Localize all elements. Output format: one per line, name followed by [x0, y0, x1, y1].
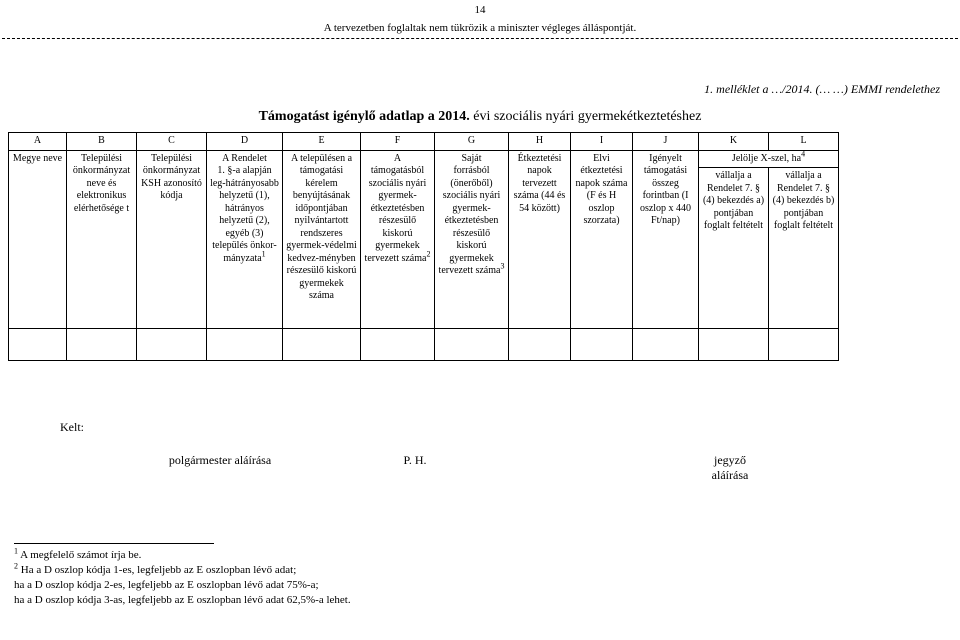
- table-letter-row: A B C D E F G H I J K L: [9, 133, 839, 151]
- col-header: Igényelt támogatási összeg forintban (I …: [633, 150, 699, 329]
- table-cell: [571, 329, 633, 361]
- table-cell: [435, 329, 509, 361]
- attachment-reference: 1. melléklet a …/2014. (… …) EMMI rendel…: [704, 82, 940, 97]
- footnote-line: 1 A megfelelő számot írja be.: [14, 548, 946, 563]
- document-page: 14 A tervezetben foglaltak nem tükrözik …: [0, 0, 960, 640]
- footnote-text: A megfelelő számot írja be.: [18, 549, 141, 561]
- table-cell: [9, 329, 67, 361]
- table-header-row: Megye neve Települési önkormányzat neve …: [9, 150, 839, 168]
- notary-line2: aláírása: [712, 468, 749, 482]
- col-letter: H: [509, 133, 571, 151]
- col-header: vállalja a Rendelet 7. § (4) bekezdés a)…: [699, 168, 769, 329]
- footnote-ref: 4: [801, 149, 805, 158]
- col-header: Megye neve: [9, 150, 67, 329]
- col-letter: A: [9, 133, 67, 151]
- horizontal-divider: [2, 38, 958, 39]
- col-header-line1: A: [394, 153, 401, 164]
- signature-block: Kelt: polgármester aláírása P. H. jegyző…: [60, 420, 900, 483]
- col-header: Települési önkormányzat KSH azonosító kó…: [137, 150, 207, 329]
- col-header: Étkeztetési napok tervezett száma (44 és…: [509, 150, 571, 329]
- col-header: vállalja a Rendelet 7. § (4) bekezdés b)…: [769, 168, 839, 329]
- table-cell: [699, 329, 769, 361]
- col-letter: F: [361, 133, 435, 151]
- table-cell: [633, 329, 699, 361]
- footnote-line: ha a D oszlop kódja 3-as, legfeljebb az …: [14, 593, 946, 608]
- signature-row: polgármester aláírása P. H. jegyző aláír…: [60, 453, 900, 483]
- footnote-ref: 3: [500, 262, 504, 271]
- title-bold: Támogatást igénylő adatlap a 2014.: [259, 109, 470, 124]
- table-cell: [137, 329, 207, 361]
- col-letter: E: [283, 133, 361, 151]
- table-cell: [283, 329, 361, 361]
- col-header: A Rendelet 1. §-a alapján leg-hátrányosa…: [207, 150, 283, 329]
- footnote-line: ha a D oszlop kódja 2-es, legfeljebb az …: [14, 578, 946, 593]
- col-header-rest: forrásból (önerőből) szociális nyári gye…: [439, 165, 501, 276]
- table-cell: [67, 329, 137, 361]
- col-header: Települési önkormányzat neve és elektron…: [67, 150, 137, 329]
- col-header: A támogatásból szociális nyári gyermek-é…: [361, 150, 435, 329]
- col-header-rest: támogatásból szociális nyári gyermek-étk…: [365, 165, 427, 264]
- title-rest: évi szociális nyári gyermekétkeztetéshez: [470, 109, 702, 124]
- disclaimer-text: A tervezetben foglaltak nem tükrözik a m…: [0, 22, 960, 36]
- table-cell: [207, 329, 283, 361]
- table-cell: [509, 329, 571, 361]
- footnotes-block: 1 A megfelelő számot írja be. 2 Ha a D o…: [14, 548, 946, 607]
- table-cell: [361, 329, 435, 361]
- form-title: Támogatást igénylő adatlap a 2014. évi s…: [0, 108, 960, 126]
- col-letter: C: [137, 133, 207, 151]
- footnote-ref: 1: [262, 249, 266, 258]
- col-letter: K: [699, 133, 769, 151]
- col-header: A településen a támogatási kérelem benyú…: [283, 150, 361, 329]
- col-letter: D: [207, 133, 283, 151]
- col-header: Saját forrásból (önerőből) szociális nyá…: [435, 150, 509, 329]
- footnote-separator: [14, 543, 214, 544]
- mayor-signature-label: polgármester aláírása: [60, 453, 380, 483]
- footnote-ref: 2: [426, 249, 430, 258]
- stamp-label: P. H.: [380, 453, 450, 483]
- col-letter: L: [769, 133, 839, 151]
- col-header-line1: A Rendelet: [222, 153, 267, 164]
- col-letter: J: [633, 133, 699, 151]
- col-letter: I: [571, 133, 633, 151]
- col-letter: B: [67, 133, 137, 151]
- data-table: A B C D E F G H I J K L Megye neve Telep…: [8, 132, 839, 361]
- page-number: 14: [0, 4, 960, 18]
- col-header-rest: 1. §-a alapján leg-hátrányosabb helyzetű…: [210, 165, 279, 264]
- table-row: [9, 329, 839, 361]
- col-header-span-text: Jelölje X-szel, ha: [732, 153, 801, 164]
- col-letter: G: [435, 133, 509, 151]
- notary-line1: jegyző: [714, 453, 746, 467]
- footnote-text: Ha a D oszlop kódja 1-es, legfeljebb az …: [18, 564, 296, 576]
- col-header-span: Jelölje X-szel, ha4: [699, 150, 839, 168]
- col-header: Elvi étkeztetési napok száma (F és H osz…: [571, 150, 633, 329]
- notary-signature-label: jegyző aláírása: [630, 453, 830, 483]
- col-header-line1: Saját: [462, 153, 482, 164]
- date-label: Kelt:: [60, 420, 900, 435]
- table-cell: [769, 329, 839, 361]
- footnote-line: 2 Ha a D oszlop kódja 1-es, legfeljebb a…: [14, 563, 946, 578]
